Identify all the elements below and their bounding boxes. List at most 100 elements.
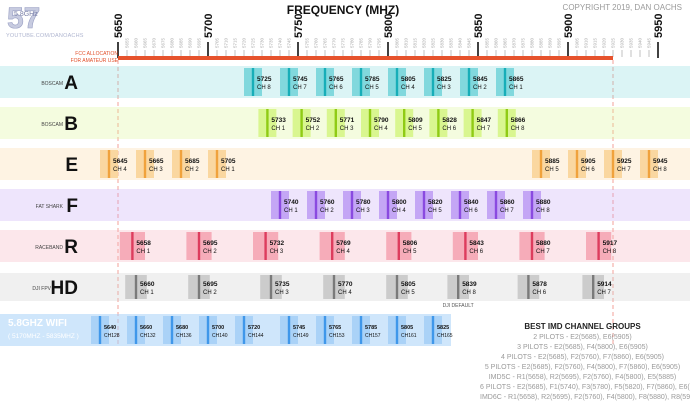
channel-label: CH 3 bbox=[356, 208, 370, 214]
channel-label: CH 6 bbox=[469, 249, 483, 255]
logo: 57 5.8GHz bbox=[5, 2, 65, 32]
band-brand: DJI FPV bbox=[32, 286, 51, 292]
channel-label: CH 8 bbox=[257, 85, 271, 91]
channel-label: CH 1 bbox=[509, 85, 523, 91]
channel-frequency: 5685 bbox=[185, 158, 200, 165]
minor-tick-label: 5820 bbox=[422, 37, 427, 48]
minor-tick-label: 5765 bbox=[323, 37, 328, 48]
major-tick-label: 5700 bbox=[203, 14, 215, 38]
major-tick-label: 5750 bbox=[293, 14, 305, 38]
channel-label: CH144 bbox=[248, 333, 264, 339]
channel-label: CH 6 bbox=[532, 290, 546, 296]
band-brand: BOSCAM bbox=[41, 81, 63, 87]
channel-label: CH 8 bbox=[603, 249, 617, 255]
channel-frequency: 5785 bbox=[365, 76, 380, 83]
channel-frequency: 5905 bbox=[581, 158, 596, 165]
channel-block: 5660 CH 1 bbox=[125, 275, 155, 299]
minor-tick-label: 5785 bbox=[359, 37, 364, 48]
channel-label: CH161 bbox=[401, 333, 417, 339]
channel-label: CH 3 bbox=[275, 290, 289, 296]
major-tick-label: 5800 bbox=[383, 14, 395, 38]
channel-frequency: 5680 bbox=[176, 325, 188, 331]
major-tick-label: 5900 bbox=[563, 14, 575, 38]
minor-tick-label: 5830 bbox=[440, 37, 445, 48]
svg-text:57: 57 bbox=[7, 2, 40, 32]
minor-tick-label: 5890 bbox=[548, 37, 553, 48]
channel-block: 5732 CH 3 bbox=[253, 232, 284, 260]
channel-frequency: 5809 bbox=[408, 117, 423, 124]
channel-frequency: 5866 bbox=[511, 117, 526, 124]
channel-frequency: 5820 bbox=[428, 199, 443, 206]
channel-block: 5905 CH 6 bbox=[568, 150, 596, 178]
minor-tick-label: 5845 bbox=[467, 37, 472, 48]
channel-label: CH 2 bbox=[473, 85, 487, 91]
channel-label: CH 2 bbox=[203, 249, 217, 255]
channel-block: 5770 CH 4 bbox=[323, 275, 353, 299]
channel-block: 5805 CH 4 bbox=[388, 68, 416, 96]
channel-block: 5845 CH 2 bbox=[460, 68, 488, 96]
channel-frequency: 5770 bbox=[338, 281, 353, 288]
channel-block: 5771 CH 3 bbox=[326, 109, 355, 137]
band-brand: FAT SHARK bbox=[36, 204, 64, 210]
minor-tick-label: 5710 bbox=[224, 37, 229, 48]
channel-label: CH 7 bbox=[617, 167, 631, 173]
band-brand: RACEBAND bbox=[35, 245, 63, 251]
channel-frequency: 5752 bbox=[306, 117, 321, 124]
minor-tick-label: 5835 bbox=[449, 37, 454, 48]
youtube-link[interactable]: YOUTUBE.COM/DANOACHS bbox=[6, 33, 84, 39]
channel-frequency: 5732 bbox=[270, 240, 285, 247]
channel-block: 5825 CH 3 bbox=[424, 68, 452, 96]
channel-block: 5840 CH 6 bbox=[451, 191, 479, 219]
band-row-background bbox=[0, 230, 690, 262]
channel-frequency: 5917 bbox=[603, 240, 618, 247]
channel-frequency: 5660 bbox=[140, 281, 155, 288]
channel-block: 5745 CH149 bbox=[280, 316, 309, 344]
channel-label: CH 7 bbox=[293, 85, 307, 91]
channel-frequency: 5925 bbox=[617, 158, 632, 165]
channel-block: 5945 CH 8 bbox=[640, 150, 668, 178]
channel-frequency: 5765 bbox=[329, 76, 344, 83]
channel-frequency: 5645 bbox=[113, 158, 128, 165]
minor-tick-label: 5905 bbox=[575, 37, 580, 48]
channel-frequency: 5880 bbox=[536, 240, 551, 247]
channel-frequency: 5878 bbox=[532, 281, 547, 288]
imd-row: 4 PILOTS - E2(5685), F2(5760), F7(5860),… bbox=[500, 354, 665, 361]
band-name: E bbox=[65, 155, 78, 176]
channel-block: 5785 CH 5 bbox=[352, 68, 380, 96]
minor-tick-label: 5685 bbox=[179, 37, 184, 48]
channel-block: 5880 CH 7 bbox=[519, 232, 551, 260]
minor-tick-label: 5940 bbox=[638, 37, 643, 48]
channel-frequency: 5805 bbox=[401, 281, 416, 288]
channel-frequency: 5665 bbox=[149, 158, 164, 165]
channel-frequency: 5740 bbox=[284, 199, 299, 206]
channel-block: 5885 CH 5 bbox=[532, 150, 560, 178]
channel-label: CH132 bbox=[140, 333, 156, 339]
band-name: HD bbox=[51, 278, 78, 299]
channel-block: 5925 CH 7 bbox=[604, 150, 632, 178]
channel-label: CH 7 bbox=[597, 290, 611, 296]
copyright: COPYRIGHT 2019, DAN OACHS bbox=[562, 3, 682, 12]
channel-label: CH 8 bbox=[536, 208, 550, 214]
channel-block: 5735 CH 3 bbox=[260, 275, 290, 299]
channel-block: 5745 CH 7 bbox=[280, 68, 308, 96]
channel-block: 5645 CH 4 bbox=[100, 150, 128, 178]
channel-frequency: 5840 bbox=[464, 199, 479, 206]
channel-block: 5880 CH 8 bbox=[523, 191, 551, 219]
channel-frequency: 5785 bbox=[365, 325, 377, 331]
minor-tick-label: 5925 bbox=[611, 37, 616, 48]
major-tick-label: 5650 bbox=[113, 14, 125, 38]
channel-block: 5860 CH 7 bbox=[487, 191, 515, 219]
channel-block: 5809 CH 5 bbox=[395, 109, 423, 137]
minor-tick-label: 5755 bbox=[305, 37, 310, 48]
minor-tick-label: 5715 bbox=[233, 37, 238, 48]
minor-tick-label: 5865 bbox=[503, 37, 508, 48]
channel-label: CH157 bbox=[365, 333, 381, 339]
band-row-background bbox=[0, 273, 690, 301]
channel-label: CH 5 bbox=[408, 126, 422, 132]
imd-row: 2 PILOTS - E2(5685), E6(5905) bbox=[533, 334, 632, 341]
channel-block: 5820 CH 5 bbox=[415, 191, 443, 219]
